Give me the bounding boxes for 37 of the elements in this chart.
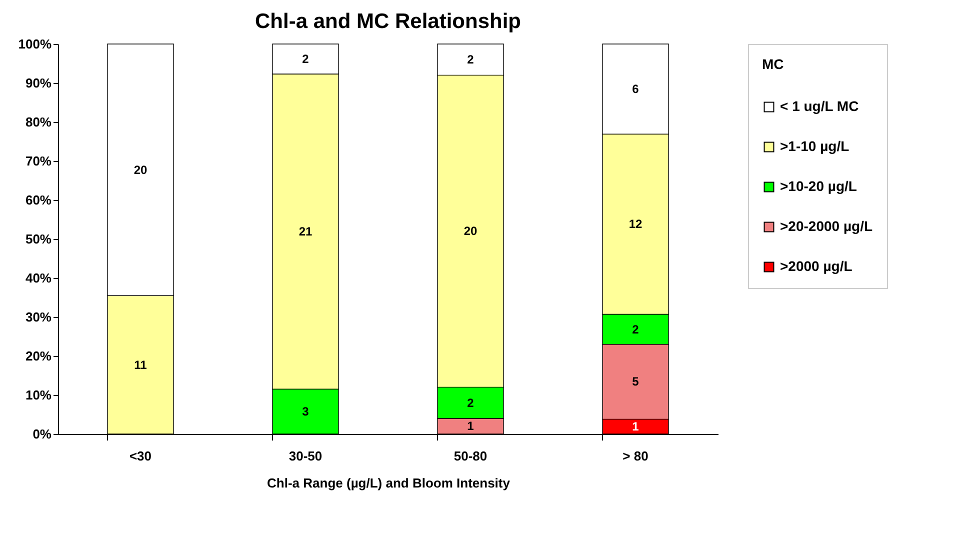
annotation: 2 bbox=[467, 52, 474, 67]
y-tick-label: 80% bbox=[25, 114, 52, 130]
annotation: 1 bbox=[632, 420, 640, 434]
legend-label: >2000 µg/L bbox=[780, 258, 853, 274]
x-tick-label: 30-50 bbox=[288, 448, 322, 464]
annotation: 20 bbox=[464, 224, 478, 238]
y-tick-label: 50% bbox=[25, 232, 52, 246]
x-tick-label: > 80 bbox=[622, 448, 648, 464]
annotation: 2 bbox=[632, 322, 640, 336]
legend-label: >20-2000 µg/L bbox=[780, 218, 873, 234]
legend-label: < 1 ug/L MC bbox=[780, 98, 859, 114]
annotation: 21 bbox=[298, 224, 312, 239]
y-tick-label: 40% bbox=[25, 270, 52, 286]
y-tick-label: 70% bbox=[25, 154, 52, 168]
x-tick-label: 50-80 bbox=[454, 448, 488, 464]
x-axis-title: Chl-a Range (µg/L) and Bloom Intensity bbox=[267, 476, 511, 490]
legend-label: >10-20 µg/L bbox=[780, 178, 858, 194]
y-tick-label: 90% bbox=[25, 76, 52, 90]
annotation: 6 bbox=[632, 82, 640, 96]
annotation: 2 bbox=[467, 396, 474, 410]
annotation: 12 bbox=[628, 217, 642, 232]
y-tick-label: 30% bbox=[25, 310, 52, 324]
y-tick-label: 100% bbox=[18, 36, 52, 52]
chart-title: Chl-a and MC Relationship bbox=[254, 10, 522, 33]
annotation: 1 bbox=[467, 419, 474, 434]
x-tick-label: <30 bbox=[129, 448, 152, 464]
annotation: 20 bbox=[134, 162, 148, 177]
y-tick-label: 20% bbox=[25, 348, 52, 364]
annotation: 11 bbox=[134, 358, 148, 372]
legend-title: MC bbox=[762, 56, 784, 72]
annotation: 2 bbox=[302, 52, 310, 66]
y-tick-label: 10% bbox=[25, 388, 52, 402]
annotation: 3 bbox=[302, 404, 310, 419]
y-tick-label: 60% bbox=[25, 192, 52, 208]
y-tick-label: 0% bbox=[32, 426, 52, 442]
legend-label: >1-10 µg/L bbox=[780, 138, 850, 154]
annotation: 5 bbox=[632, 374, 640, 389]
